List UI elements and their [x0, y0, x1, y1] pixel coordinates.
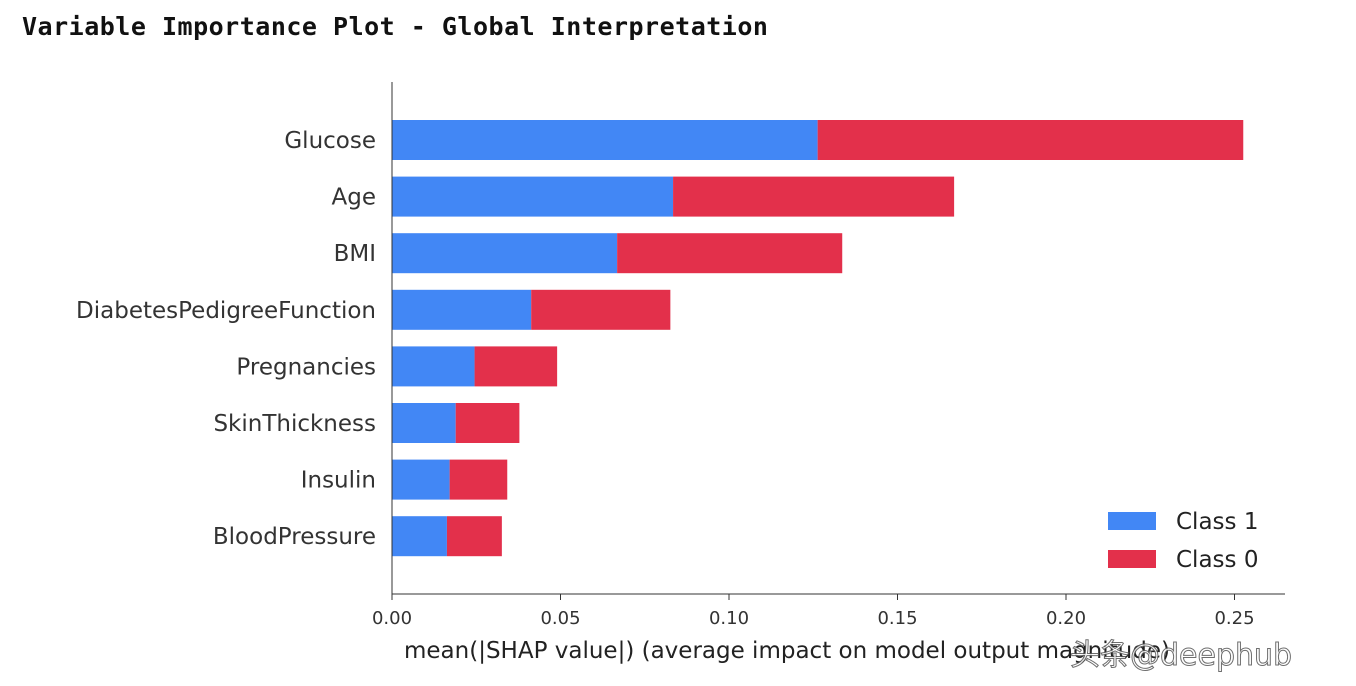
- x-tick-label: 0.10: [709, 608, 749, 629]
- bar-Age-class-1: [392, 176, 674, 217]
- bar-Age-class-0: [673, 176, 955, 217]
- x-ticks: 0.00 0.05 0.10 0.15 0.20 0.25: [372, 594, 1255, 629]
- legend-label: Class 1: [1176, 509, 1258, 535]
- bar-Pregnancies-class-1: [392, 346, 475, 387]
- legend: Class 1 Class 0: [1108, 509, 1258, 573]
- x-axis-label: mean(|SHAP value|) (average impact on mo…: [404, 638, 1170, 664]
- bar-SkinThickness-class-1: [392, 403, 456, 443]
- bar-DiabetesPedigreeFunction-class-0: [531, 289, 671, 330]
- category-label: SkinThickness: [213, 411, 376, 437]
- category-label: Glucose: [284, 128, 376, 154]
- bar-DiabetesPedigreeFunction-class-1: [392, 289, 532, 330]
- bars-layer: [392, 120, 1244, 557]
- category-labels: Glucose Age BMI DiabetesPedigreeFunction Pre…: [76, 128, 376, 550]
- bar-BMI-class-0: [617, 233, 843, 274]
- category-label: BMI: [334, 241, 376, 267]
- watermark: 头条@deephub: [1069, 638, 1293, 674]
- chart-title: Variable Importance Plot - Global Interp…: [22, 12, 769, 41]
- bar-SkinThickness-class-0: [455, 403, 520, 443]
- bar-Glucose-class-0: [817, 120, 1244, 160]
- category-label: DiabetesPedigreeFunction: [76, 298, 376, 324]
- bar-Pregnancies-class-0: [474, 346, 558, 387]
- bar-Insulin-class-0: [449, 459, 508, 500]
- bar-Insulin-class-1: [392, 459, 450, 500]
- category-label: Insulin: [301, 468, 376, 494]
- legend-label: Class 0: [1176, 547, 1258, 573]
- bar-Glucose-class-1: [392, 120, 818, 160]
- bar-BMI-class-1: [392, 233, 618, 274]
- category-label: BloodPressure: [213, 524, 376, 550]
- category-label: Age: [332, 185, 376, 211]
- x-tick-label: 0.20: [1046, 608, 1086, 629]
- x-tick-label: 0.25: [1214, 608, 1254, 629]
- x-tick-label: 0.15: [877, 608, 917, 629]
- legend-swatch: [1108, 512, 1156, 530]
- x-tick-label: 0.05: [540, 608, 580, 629]
- x-tick-label: 0.00: [372, 608, 412, 629]
- legend-swatch: [1108, 550, 1156, 568]
- bar-BloodPressure-class-0: [446, 516, 502, 557]
- bar-BloodPressure-class-1: [392, 516, 447, 557]
- category-label: Pregnancies: [236, 354, 376, 380]
